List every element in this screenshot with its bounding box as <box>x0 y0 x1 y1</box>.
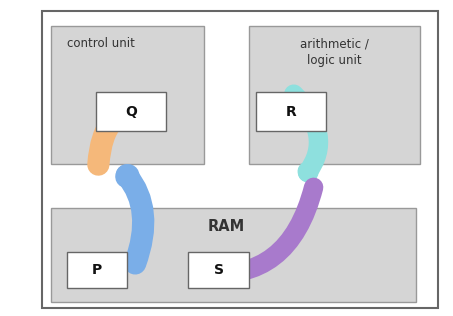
Text: P: P <box>92 263 102 277</box>
Bar <box>256 92 326 131</box>
Bar <box>188 252 249 288</box>
Bar <box>67 252 127 288</box>
Text: arithmetic /
logic unit: arithmetic / logic unit <box>300 37 369 67</box>
Bar <box>51 208 415 302</box>
Bar <box>96 92 166 131</box>
Text: Q: Q <box>125 105 137 119</box>
Text: RAM: RAM <box>208 219 245 234</box>
Bar <box>51 27 204 164</box>
Bar <box>249 27 420 164</box>
Text: S: S <box>214 263 224 277</box>
Text: control unit: control unit <box>67 37 135 51</box>
Text: R: R <box>285 105 296 119</box>
Bar <box>42 11 438 308</box>
